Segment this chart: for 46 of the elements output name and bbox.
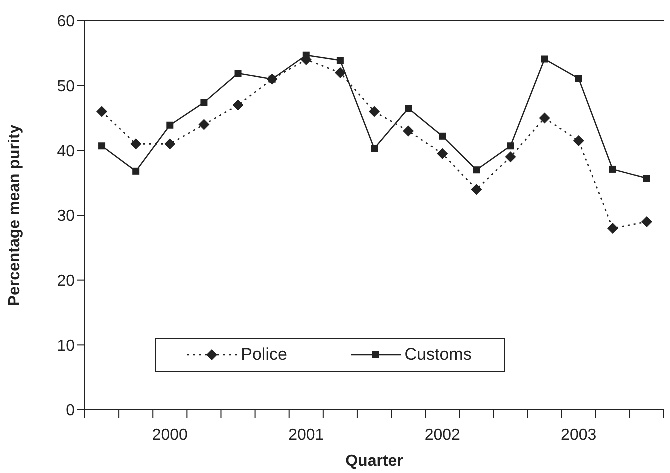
point [609,166,616,173]
y-tick-label: 60 [57,14,76,31]
x-tick-label: 2002 [424,427,461,444]
point [471,184,482,196]
point [336,57,344,64]
x-tick-label: 2000 [152,427,188,444]
point [200,99,208,106]
point [198,119,210,130]
point [130,138,142,150]
point [98,142,106,150]
point [541,56,548,63]
point [641,216,652,228]
y-axis-title: Percentage mean purity [6,124,24,306]
point [405,105,412,112]
point [132,168,140,175]
legend-label: Police [241,345,288,365]
point [437,148,448,160]
point [439,132,446,140]
y-tick-label: 0 [66,402,76,420]
point [607,222,618,234]
x-axis-title: Quarter [346,453,404,470]
point [575,75,582,82]
y-tick-label: 40 [57,143,76,160]
point [403,126,414,137]
legend-label: Customs [404,345,472,365]
y-tick-label: 50 [57,78,76,96]
point [96,106,108,118]
point [643,175,650,182]
y-tick-label: 10 [57,338,76,355]
point [334,67,346,78]
point [473,166,480,174]
point [573,135,584,146]
y-tick-label: 20 [57,273,76,290]
point [505,152,516,163]
point [507,142,514,150]
point [234,70,242,78]
point [369,106,380,118]
point [164,138,176,150]
point [166,122,174,129]
point [539,112,550,124]
point [302,52,310,59]
y-tick-label: 30 [57,208,76,226]
point [232,100,244,111]
x-tick-label: 2003 [561,427,597,444]
point [371,145,378,152]
x-tick-label: 2001 [288,427,324,444]
